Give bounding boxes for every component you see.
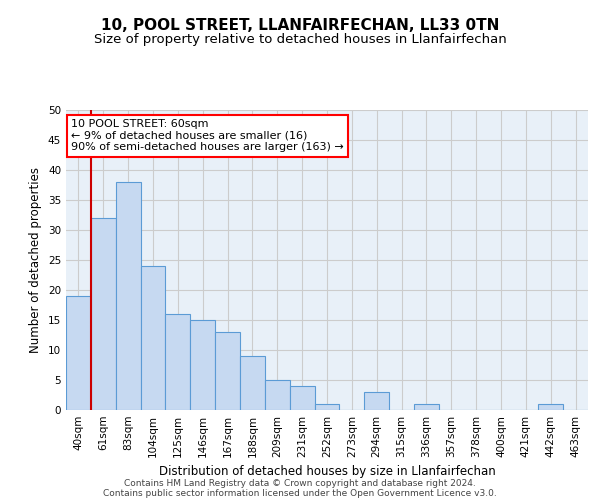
Bar: [190, 320, 215, 410]
Bar: [166, 314, 190, 410]
Text: 10 POOL STREET: 60sqm
← 9% of detached houses are smaller (16)
90% of semi-detac: 10 POOL STREET: 60sqm ← 9% of detached h…: [71, 119, 344, 152]
Bar: [314, 404, 340, 410]
Bar: [116, 182, 140, 410]
Bar: [265, 380, 290, 410]
Bar: [290, 386, 314, 410]
Bar: [538, 404, 563, 410]
Bar: [140, 266, 166, 410]
Bar: [66, 296, 91, 410]
Y-axis label: Number of detached properties: Number of detached properties: [29, 167, 43, 353]
Bar: [240, 356, 265, 410]
Bar: [91, 218, 116, 410]
Bar: [414, 404, 439, 410]
Text: Contains HM Land Registry data © Crown copyright and database right 2024.: Contains HM Land Registry data © Crown c…: [124, 478, 476, 488]
Bar: [215, 332, 240, 410]
Text: 10, POOL STREET, LLANFAIRFECHAN, LL33 0TN: 10, POOL STREET, LLANFAIRFECHAN, LL33 0T…: [101, 18, 499, 32]
X-axis label: Distribution of detached houses by size in Llanfairfechan: Distribution of detached houses by size …: [158, 466, 496, 478]
Text: Contains public sector information licensed under the Open Government Licence v3: Contains public sector information licen…: [103, 488, 497, 498]
Bar: [364, 392, 389, 410]
Text: Size of property relative to detached houses in Llanfairfechan: Size of property relative to detached ho…: [94, 32, 506, 46]
